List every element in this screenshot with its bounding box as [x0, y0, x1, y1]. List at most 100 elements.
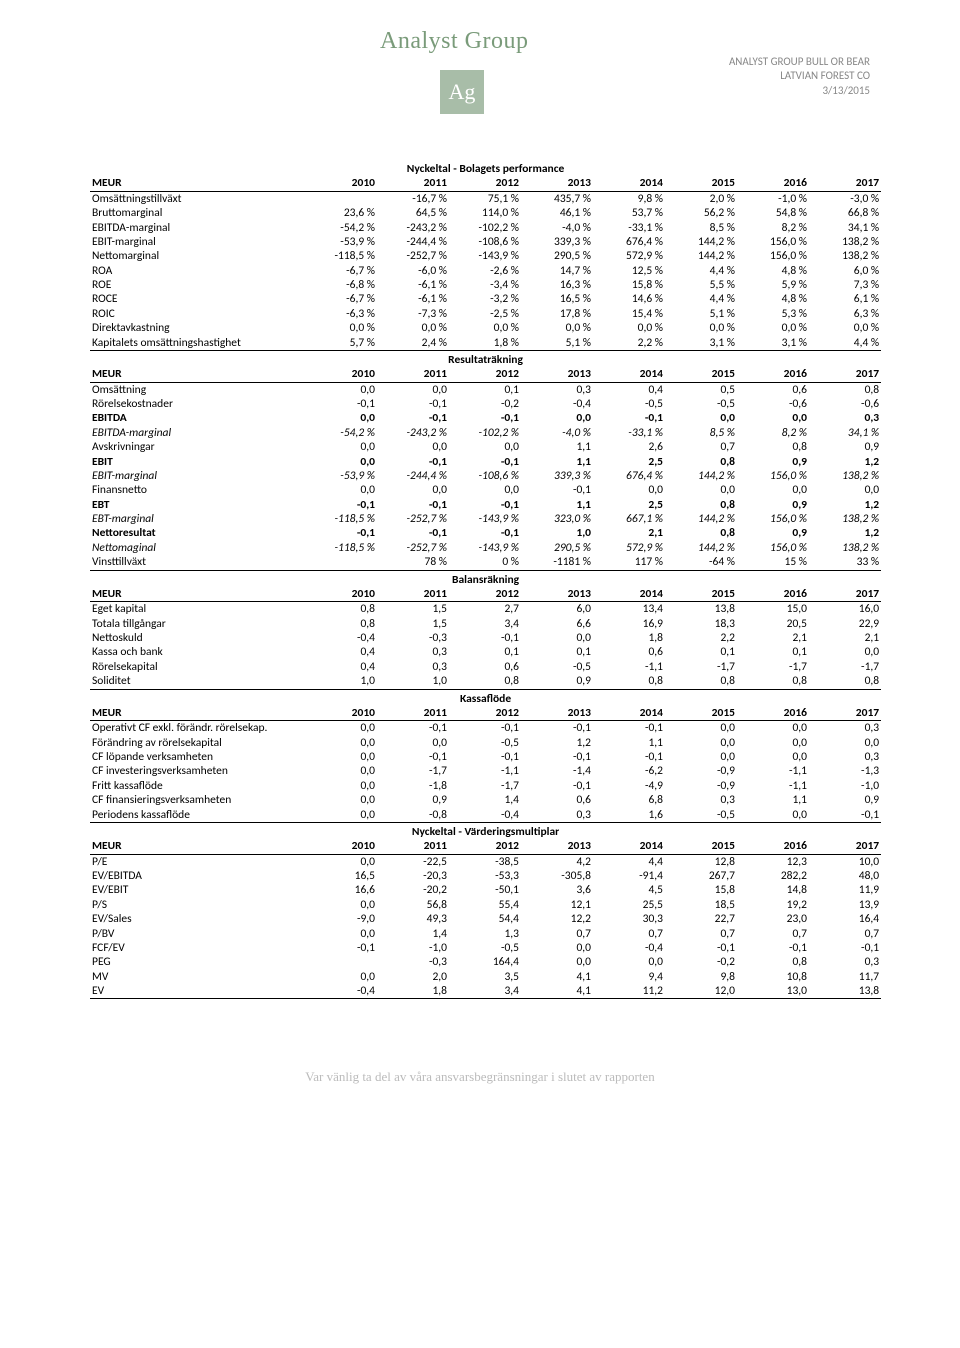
data-cell: 19,2 — [737, 898, 809, 912]
data-cell: 14,7 % — [521, 264, 593, 278]
table-row: Kassa och bank0,40,30,10,10,60,10,10,0 — [90, 645, 881, 659]
header-year-cell: 2011 — [377, 706, 449, 721]
data-cell: 9,4 — [593, 970, 665, 984]
data-cell: 144,2 % — [665, 235, 737, 249]
data-cell: 0,0 — [377, 382, 449, 397]
table-header-row: MEUR20102011201220132014201520162017 — [90, 367, 881, 382]
data-cell: 30,3 — [593, 912, 665, 926]
row-label-cell: Operativt CF exkl. förändr. rörelsekap. — [90, 721, 305, 736]
table-row: Rörelsekostnader-0,1-0,1-0,2-0,4-0,5-0,5… — [90, 397, 881, 411]
data-cell: 0,0 — [809, 736, 881, 750]
data-cell: 0,0 — [377, 440, 449, 454]
data-cell: 1,2 — [809, 455, 881, 469]
header-year-cell: 2012 — [449, 839, 521, 854]
data-cell: 15,0 — [737, 602, 809, 617]
data-cell: 144,2 % — [665, 512, 737, 526]
data-cell: 0,0 — [305, 440, 377, 454]
data-cell: 4,4 % — [665, 264, 737, 278]
data-cell: 0,8 — [665, 498, 737, 512]
data-cell: 2,1 — [737, 631, 809, 645]
data-cell: 0,8 — [737, 674, 809, 689]
data-cell: 0,0 — [593, 483, 665, 497]
data-cell: 16,5 — [305, 869, 377, 883]
data-cell: 0,0 — [305, 793, 377, 807]
row-label-cell: CF finansieringsverksamheten — [90, 793, 305, 807]
row-label-cell: P/S — [90, 898, 305, 912]
header-line3: 3/13/2015 — [729, 84, 870, 98]
data-cell: -1,8 — [377, 779, 449, 793]
data-cell: 16,5 % — [521, 292, 593, 306]
data-cell: 0,0 % — [521, 321, 593, 335]
data-cell: 0,0 — [305, 382, 377, 397]
data-cell: 12,0 — [665, 984, 737, 999]
row-label-cell: P/E — [90, 854, 305, 869]
table-row: PEG-0,3164,40,00,0-0,20,80,3 — [90, 955, 881, 969]
data-cell: 0,0 — [737, 721, 809, 736]
data-cell: 0,0 — [305, 736, 377, 750]
header-label-cell: MEUR — [90, 839, 305, 854]
data-cell: -0,1 — [521, 721, 593, 736]
table-row: EV/EBITDA16,5-20,3-53,3-305,8-91,4267,72… — [90, 869, 881, 883]
data-cell: -38,5 — [449, 854, 521, 869]
table-row: Finansnetto0,00,00,0-0,10,00,00,00,0 — [90, 483, 881, 497]
data-cell: 4,4 % — [809, 336, 881, 351]
table-row: EV/EBIT16,6-20,2-50,13,64,515,814,811,9 — [90, 883, 881, 897]
row-label-cell: EBITDA-marginal — [90, 426, 305, 440]
row-label-cell: Kapitalets omsättningshastighet — [90, 336, 305, 351]
header-year-cell: 2017 — [809, 706, 881, 721]
data-cell: -6,1 % — [377, 278, 449, 292]
header-year-cell: 2016 — [737, 706, 809, 721]
row-label-cell: EBT-marginal — [90, 512, 305, 526]
data-cell: -1,7 — [377, 764, 449, 778]
header-year-cell: 2013 — [521, 839, 593, 854]
header-year-cell: 2014 — [593, 367, 665, 382]
row-label-cell: MV — [90, 970, 305, 984]
data-cell: 2,6 — [593, 440, 665, 454]
row-label-cell: EBITDA — [90, 411, 305, 425]
data-cell: 144,2 % — [665, 541, 737, 555]
data-cell: 14,8 — [737, 883, 809, 897]
data-cell: 0,8 — [809, 674, 881, 689]
data-cell: 0,0 % — [593, 321, 665, 335]
data-cell: 8,5 % — [665, 426, 737, 440]
data-cell: -118,5 % — [305, 249, 377, 263]
header-year-cell: 2011 — [377, 176, 449, 191]
footer-text: Var vänlig ta del av våra ansvarsbegräns… — [0, 1039, 960, 1105]
data-cell: -33,1 % — [593, 221, 665, 235]
data-cell: -0,1 — [305, 941, 377, 955]
data-cell: 156,0 % — [737, 512, 809, 526]
data-cell: -1,7 — [737, 660, 809, 674]
table-row: CF finansieringsverksamheten0,00,91,40,6… — [90, 793, 881, 807]
table-row: Nettoskuld-0,4-0,3-0,10,01,82,22,12,1 — [90, 631, 881, 645]
table-row: Vinsttillväxt78 %0 %-1181 %117 %-64 %15 … — [90, 555, 881, 570]
data-cell: 0,8 — [665, 455, 737, 469]
data-cell: -54,2 % — [305, 426, 377, 440]
row-label-cell: ROIC — [90, 307, 305, 321]
table-header-row: MEUR20102011201220132014201520162017 — [90, 839, 881, 854]
data-cell: -0,1 — [521, 779, 593, 793]
data-cell: 0,9 — [737, 498, 809, 512]
data-cell: -6,1 % — [377, 292, 449, 306]
data-cell: 0,3 — [665, 793, 737, 807]
data-cell: -4,0 % — [521, 221, 593, 235]
data-cell: 6,6 — [521, 617, 593, 631]
data-cell: -0,4 — [593, 941, 665, 955]
data-cell: -0,8 — [377, 808, 449, 823]
row-label-cell: EV/Sales — [90, 912, 305, 926]
row-label-cell: Bruttomarginal — [90, 206, 305, 220]
header-label-cell: MEUR — [90, 176, 305, 191]
data-cell: 0,0 — [665, 411, 737, 425]
data-cell: -53,9 % — [305, 235, 377, 249]
data-cell: -1,7 — [449, 779, 521, 793]
table-row: Omsättningstillväxt-16,7 %75,1 %435,7 %9… — [90, 191, 881, 206]
row-label-cell: EV — [90, 984, 305, 999]
data-cell: 0,8 — [305, 602, 377, 617]
logo-text: Analyst Group — [380, 28, 528, 55]
data-cell: 2,5 — [593, 455, 665, 469]
data-cell: 12,3 — [737, 854, 809, 869]
row-label-cell: EBT — [90, 498, 305, 512]
data-cell: -6,3 % — [305, 307, 377, 321]
data-cell: 323,0 % — [521, 512, 593, 526]
data-cell: -0,1 — [521, 750, 593, 764]
data-cell: 0,3 — [809, 750, 881, 764]
